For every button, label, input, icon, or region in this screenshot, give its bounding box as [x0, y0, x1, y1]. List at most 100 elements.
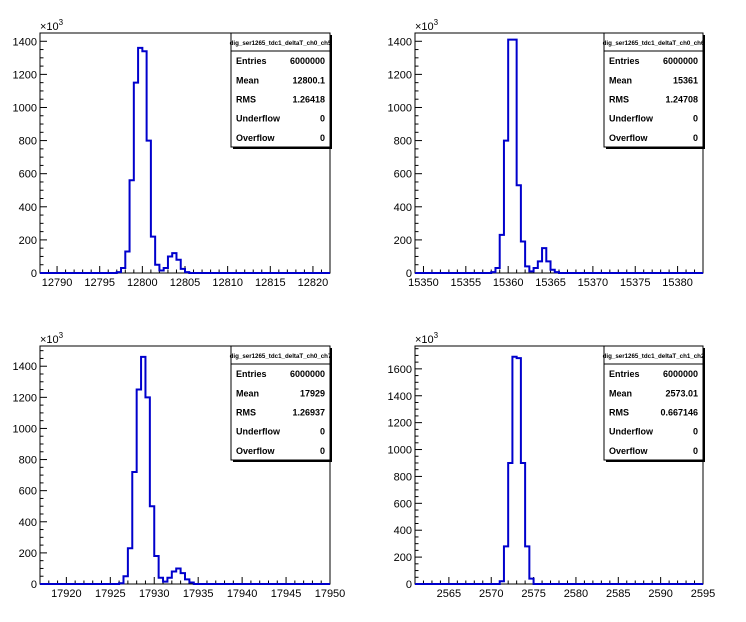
histogram-pad-3: 17920 17925 17930 17935 17940 17945 17950 0 200 4…	[13, 331, 346, 600]
stats-label: Mean	[609, 388, 632, 398]
y-multiplier-base: ×10	[40, 21, 59, 33]
x-tick-label: 17945	[271, 588, 302, 600]
y-axis-multiplier: ×103	[415, 331, 439, 346]
y-tick-label: 600	[394, 498, 412, 510]
x-tick-label: 2575	[521, 588, 545, 600]
stats-box: dig_ser1265_tdc1_deltaT_ch0_ch7 Entries 60…	[230, 345, 332, 462]
x-tick-label: 15365	[535, 277, 566, 289]
y-multiplier-exponent: 3	[59, 331, 64, 340]
stats-value: 6000000	[290, 56, 325, 66]
y-tick-label: 1200	[13, 69, 37, 81]
y-tick-label: 600	[19, 169, 37, 181]
x-tick-label: 2590	[648, 588, 672, 600]
x-tick-label: 2570	[479, 588, 503, 600]
y-tick-label: 1000	[13, 423, 37, 435]
stats-label: Mean	[236, 388, 259, 398]
y-multiplier-exponent: 3	[434, 331, 439, 340]
y-tick-label: 0	[31, 579, 37, 591]
stats-value: 0	[693, 114, 698, 124]
stats-label: Underflow	[609, 114, 654, 124]
stats-label: Entries	[236, 369, 267, 379]
x-tick-label: 15380	[662, 277, 693, 289]
x-tick-label: 2565	[437, 588, 461, 600]
y-tick-label: 1000	[13, 102, 37, 114]
stats-label: RMS	[609, 95, 629, 105]
y-tick-label: 1000	[388, 445, 412, 457]
x-tick-label: 17925	[95, 588, 126, 600]
y-tick-label: 200	[19, 548, 37, 560]
stats-value: 0	[320, 114, 325, 124]
stats-label: Underflow	[609, 427, 654, 437]
stats-value: 2573.01	[665, 388, 698, 398]
stats-value: 12800.1	[292, 75, 325, 85]
stats-value: 17929	[300, 388, 325, 398]
stats-value: 0	[693, 133, 698, 143]
x-tick-label: 12820	[298, 277, 329, 289]
stats-label: Overflow	[609, 446, 649, 456]
stats-label: RMS	[609, 408, 629, 418]
stats-label: Entries	[609, 369, 640, 379]
histogram-title: dig_ser1265_tdc1_deltaT_ch0_ch6	[603, 40, 705, 47]
y-tick-label: 800	[19, 455, 37, 467]
stats-value: 1.26418	[292, 95, 325, 105]
y-tick-label: 1400	[388, 391, 412, 403]
y-tick-label: 400	[394, 525, 412, 537]
histogram-pad-1: 12790 12795 12800 12805 12810 12815 12820 0 200 4…	[13, 18, 332, 289]
y-tick-label: 800	[19, 136, 37, 148]
stats-label: Entries	[609, 56, 640, 66]
y-tick-label: 200	[19, 235, 37, 247]
x-tick-label: 12800	[127, 277, 158, 289]
y-tick-label: 400	[19, 202, 37, 214]
y-tick-label: 1400	[388, 36, 412, 48]
stats-value: 0	[320, 427, 325, 437]
y-axis-multiplier: ×103	[40, 331, 64, 346]
stats-box-frame	[603, 32, 704, 148]
y-multiplier-base: ×10	[40, 334, 59, 346]
x-tick-label: 12805	[170, 277, 201, 289]
x-tick-label: 15350	[408, 277, 439, 289]
stats-value: 0.667146	[660, 408, 698, 418]
stats-value: 0	[693, 427, 698, 437]
y-axis-multiplier: ×103	[40, 18, 64, 33]
stats-box-frame	[603, 345, 704, 461]
stats-value: 6000000	[663, 369, 698, 379]
y-multiplier-exponent: 3	[59, 18, 64, 27]
x-tick-label: 12795	[84, 277, 115, 289]
y-tick-label: 200	[394, 552, 412, 564]
stats-label: Entries	[236, 56, 267, 66]
x-tick-label: 15370	[578, 277, 609, 289]
y-multiplier-base: ×10	[415, 334, 434, 346]
y-tick-label: 1200	[388, 69, 412, 81]
stats-label: RMS	[236, 95, 256, 105]
y-tick-label: 0	[406, 579, 412, 591]
x-tick-label: 17940	[227, 588, 258, 600]
stats-value: 0	[693, 446, 698, 456]
stats-label: Mean	[236, 75, 259, 85]
histogram-outline	[415, 355, 703, 585]
stats-box-frame	[230, 32, 331, 148]
stats-value: 1.24708	[665, 95, 698, 105]
y-tick-label: 0	[406, 268, 412, 280]
x-tick-label: 15355	[451, 277, 482, 289]
stats-box: dig_ser1265_tdc1_deltaT_ch0_ch5 Entries 60…	[230, 32, 332, 149]
x-tick-label: 17935	[183, 588, 214, 600]
y-tick-label: 0	[31, 268, 37, 280]
y-tick-label: 1200	[388, 418, 412, 430]
stats-label: RMS	[236, 408, 256, 418]
y-tick-label: 1400	[13, 36, 37, 48]
histogram-title: dig_ser1265_tdc1_deltaT_ch0_ch7	[230, 353, 332, 360]
y-tick-label: 600	[19, 486, 37, 498]
histogram-outline	[40, 355, 330, 585]
y-axis-multiplier: ×103	[415, 18, 439, 33]
stats-box: dig_ser1265_tdc1_deltaT_ch1_ch2 Entries 60…	[603, 345, 705, 462]
y-tick-label: 600	[394, 169, 412, 181]
x-tick-label: 17920	[51, 588, 82, 600]
x-tick-label: 15375	[620, 277, 651, 289]
y-tick-label: 1600	[388, 364, 412, 376]
y-tick-label: 800	[394, 471, 412, 483]
stats-label: Overflow	[236, 446, 276, 456]
y-tick-label: 1200	[13, 392, 37, 404]
stats-value: 0	[320, 133, 325, 143]
x-tick-label: 12815	[255, 277, 286, 289]
stats-value: 1.26937	[292, 408, 325, 418]
